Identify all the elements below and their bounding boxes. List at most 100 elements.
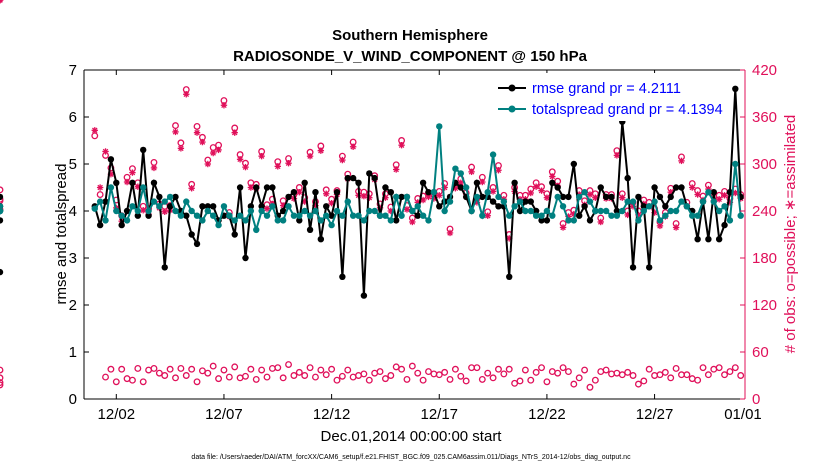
rmse-point — [608, 193, 615, 201]
rmse-point — [209, 203, 217, 210]
obs-assimilated-point — [177, 145, 185, 152]
obs-assimilated-point — [549, 173, 556, 180]
rmse-point — [166, 203, 174, 210]
obs-possible-point — [408, 362, 416, 370]
obs-possible-point — [258, 366, 266, 374]
rmse-point — [710, 189, 717, 196]
obs-possible-point — [414, 369, 422, 377]
rmse-point — [559, 193, 567, 201]
y-right-tick-label: 420 — [752, 62, 777, 79]
totalspread-point — [376, 212, 384, 219]
obs-possible-point — [699, 364, 707, 372]
obs-possible-point — [683, 371, 691, 379]
obs-possible-point — [381, 375, 389, 383]
totalspread-point — [656, 217, 664, 224]
obs-assimilated-point — [392, 166, 400, 173]
obs-assimilated-point — [586, 191, 594, 198]
obs-possible-point — [715, 364, 723, 372]
obs-possible-point — [602, 366, 610, 374]
totalspread-point — [371, 207, 378, 215]
totalspread-point — [317, 217, 325, 224]
rmse-point — [656, 193, 664, 201]
totalspread-point — [543, 207, 551, 215]
obs-possible-point — [150, 365, 158, 372]
totalspread-point — [145, 207, 152, 215]
obs-possible-point — [737, 372, 745, 379]
obs-assimilated-point — [484, 212, 491, 219]
totalspread-point — [301, 207, 308, 215]
legend-spread-label: totalspread grand pr = 4.1394 — [532, 102, 723, 118]
obs-assimilated-point — [193, 129, 201, 136]
rmse-point — [495, 203, 502, 210]
obs-possible-point — [193, 378, 201, 386]
rmse-point — [258, 203, 265, 210]
rmse-point — [522, 198, 529, 205]
totalspread-point — [662, 212, 669, 219]
legend-rmse-label: rmse grand pr = 4.2111 — [532, 81, 681, 97]
obs-assimilated-point — [102, 148, 109, 155]
obs-possible-point — [505, 365, 513, 373]
series-layer — [0, 0, 745, 391]
obs-possible-point — [435, 371, 443, 379]
obs-assimilated-point — [479, 178, 486, 186]
obs-possible-point — [118, 365, 126, 373]
rmse-point — [678, 184, 685, 191]
rmse-point — [263, 184, 271, 191]
obs-possible-point — [247, 365, 255, 373]
totalspread-point — [392, 193, 400, 201]
chart-subtitle: RADIOSONDE_V_WIND_COMPONENT @ 150 hPa — [233, 48, 588, 65]
obs-possible-point — [188, 365, 196, 373]
obs-possible-point — [629, 372, 637, 379]
totalspread-point — [678, 198, 685, 205]
rmse-point — [301, 179, 308, 186]
y-left-tick-label: 3 — [69, 250, 77, 267]
y-left-tick-label: 5 — [69, 156, 77, 173]
rmse-point — [140, 146, 147, 154]
obs-possible-point — [301, 372, 309, 379]
y-right-tick-label: 240 — [752, 203, 777, 220]
obs-assimilated-point — [306, 152, 314, 160]
rmse-point — [156, 193, 163, 201]
obs-possible-point — [279, 374, 287, 382]
obs-possible-point — [134, 365, 142, 372]
rmse-point — [414, 212, 421, 219]
obs-possible-point — [591, 376, 599, 384]
obs-possible-point — [586, 383, 594, 391]
obs-assimilated-point — [215, 146, 222, 154]
totalspread-point — [344, 198, 351, 205]
totalspread-point — [532, 212, 540, 219]
obs-possible-point — [0, 195, 4, 203]
obs-possible-point — [285, 361, 292, 368]
obs-assimilated-point — [123, 178, 131, 186]
obs-assimilated-point — [150, 164, 158, 172]
totalspread-point — [629, 198, 637, 205]
totalspread-point — [339, 212, 346, 219]
obs-possible-point — [495, 365, 502, 373]
rmse-point — [193, 240, 201, 248]
rmse-point — [312, 189, 319, 196]
rmse-point — [479, 193, 486, 201]
obs-assimilated-point — [91, 127, 98, 134]
totalspread-point — [705, 189, 712, 196]
rmse-point — [134, 212, 142, 219]
obs-possible-point — [0, 366, 4, 374]
obs-possible-point — [473, 364, 481, 372]
obs-possible-point — [338, 372, 346, 380]
x-tick-label: 12/12 — [313, 406, 351, 423]
obs-possible-point — [538, 364, 545, 372]
obs-possible-point — [543, 378, 551, 386]
rmse-point — [629, 264, 637, 271]
totalspread-point — [102, 217, 109, 224]
totalspread-point — [323, 212, 330, 219]
totalspread-point — [123, 217, 131, 224]
rmse-point — [333, 189, 341, 196]
rmse-point — [296, 217, 303, 224]
rmse-point — [172, 193, 179, 201]
rmse-point — [624, 174, 631, 182]
rmse-point — [371, 174, 378, 182]
obs-assimilated-point — [715, 196, 723, 203]
obs-possible-point — [694, 376, 702, 384]
totalspread-point — [683, 203, 691, 210]
totalspread-point — [737, 212, 744, 219]
